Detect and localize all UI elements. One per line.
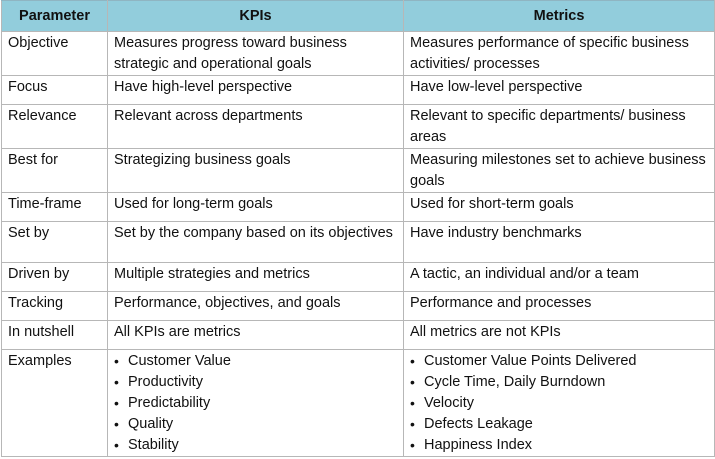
table-row: Tracking Performance, objectives, and go… bbox=[1, 291, 715, 321]
list-item: • Quality bbox=[114, 414, 397, 435]
table-header: Parameter KPIs Metrics bbox=[1, 0, 715, 32]
list-item: • Happiness Index bbox=[410, 435, 708, 456]
list-item: • Cycle Time, Daily Burndown bbox=[410, 372, 708, 393]
row-metrics: Relevant to specific departments/ busine… bbox=[403, 104, 715, 149]
bullet-icon: • bbox=[410, 437, 415, 453]
list-item: • Customer Value bbox=[114, 351, 397, 372]
row-parameter: Set by bbox=[1, 221, 108, 263]
row-parameter: Tracking bbox=[1, 291, 108, 321]
row-parameter: Objective bbox=[1, 31, 108, 76]
header-metrics: Metrics bbox=[403, 0, 715, 32]
header-kpis: KPIs bbox=[107, 0, 404, 32]
table-row: Relevance Relevant across departments Re… bbox=[1, 104, 715, 149]
row-parameter: Examples bbox=[1, 349, 108, 457]
row-metrics: Measuring milestones set to achieve busi… bbox=[403, 148, 715, 193]
row-metrics: Used for short-term goals bbox=[403, 192, 715, 222]
row-kpis: Performance, objectives, and goals bbox=[107, 291, 404, 321]
table-row: Focus Have high-level perspective Have l… bbox=[1, 75, 715, 105]
row-kpis: Strategizing business goals bbox=[107, 148, 404, 193]
bullet-icon: • bbox=[114, 437, 119, 453]
bullet-icon: • bbox=[114, 353, 119, 369]
row-kpis: Measures progress toward business strate… bbox=[107, 31, 404, 76]
row-parameter: Relevance bbox=[1, 104, 108, 149]
list-item-text: Customer Value Points Delivered bbox=[424, 353, 637, 369]
row-metrics: Measures performance of specific busines… bbox=[403, 31, 715, 76]
list-item-text: Productivity bbox=[128, 374, 203, 390]
kpis-examples-list: • Customer Value • Productivity • Predictab… bbox=[114, 351, 397, 456]
list-item-text: Defects Leakage bbox=[424, 416, 533, 432]
row-metrics: A tactic, an individual and/or a team bbox=[403, 262, 715, 292]
row-kpis: Multiple strategies and metrics bbox=[107, 262, 404, 292]
kpis-examples-cell: • Customer Value • Productivity • Predictab… bbox=[107, 349, 404, 457]
bullet-icon: • bbox=[410, 395, 415, 411]
list-item: • Productivity bbox=[114, 372, 397, 393]
row-kpis: Used for long-term goals bbox=[107, 192, 404, 222]
list-item-text: Quality bbox=[128, 416, 174, 432]
row-metrics: Performance and processes bbox=[403, 291, 715, 321]
row-kpis: Have high-level perspective bbox=[107, 75, 404, 105]
metrics-examples-list: • Customer Value Points Delivered • Cycle … bbox=[410, 351, 708, 456]
bullet-icon: • bbox=[410, 353, 415, 369]
table-row: Objective Measures progress toward busin… bbox=[1, 31, 715, 76]
row-parameter: Focus bbox=[1, 75, 108, 105]
bullet-icon: • bbox=[114, 416, 119, 432]
list-item-text: Predictability bbox=[128, 395, 211, 411]
table-row: Time-frame Used for long-term goals Used… bbox=[1, 192, 715, 222]
row-parameter: Time-frame bbox=[1, 192, 108, 222]
row-parameter: Best for bbox=[1, 148, 108, 193]
row-metrics: Have industry benchmarks bbox=[403, 221, 715, 263]
bullet-icon: • bbox=[410, 374, 415, 390]
row-parameter: Driven by bbox=[1, 262, 108, 292]
table-row: Driven by Multiple strategies and metric… bbox=[1, 262, 715, 292]
row-kpis: Relevant across departments bbox=[107, 104, 404, 149]
table-row: Best for Strategizing business goals Mea… bbox=[1, 148, 715, 193]
header-parameter: Parameter bbox=[1, 0, 108, 32]
row-kpis: All KPIs are metrics bbox=[107, 320, 404, 350]
table-row-examples: Examples • Customer Value • Productivity •… bbox=[1, 349, 715, 457]
table-row: Set by Set by the company based on its o… bbox=[1, 221, 715, 263]
list-item-text: Happiness Index bbox=[424, 437, 533, 453]
table-body: Objective Measures progress toward busin… bbox=[1, 31, 715, 457]
table-row: In nutshell All KPIs are metrics All met… bbox=[1, 320, 715, 350]
list-item-text: Customer Value bbox=[128, 353, 231, 369]
list-item-text: Stability bbox=[128, 437, 179, 453]
row-metrics: All metrics are not KPIs bbox=[403, 320, 715, 350]
bullet-icon: • bbox=[114, 374, 119, 390]
list-item-text: Velocity bbox=[424, 395, 474, 411]
list-item: • Velocity bbox=[410, 393, 708, 414]
header-row: Parameter KPIs Metrics bbox=[1, 0, 715, 32]
list-item: • Defects Leakage bbox=[410, 414, 708, 435]
list-item: • Stability bbox=[114, 435, 397, 456]
bullet-icon: • bbox=[410, 416, 415, 432]
metrics-examples-cell: • Customer Value Points Delivered • Cycle … bbox=[403, 349, 715, 457]
row-parameter: In nutshell bbox=[1, 320, 108, 350]
bullet-icon: • bbox=[114, 395, 119, 411]
list-item: • Customer Value Points Delivered bbox=[410, 351, 708, 372]
list-item-text: Cycle Time, Daily Burndown bbox=[424, 374, 606, 390]
list-item: • Predictability bbox=[114, 393, 397, 414]
row-metrics: Have low-level perspective bbox=[403, 75, 715, 105]
row-kpis: Set by the company based on its objectiv… bbox=[107, 221, 404, 263]
